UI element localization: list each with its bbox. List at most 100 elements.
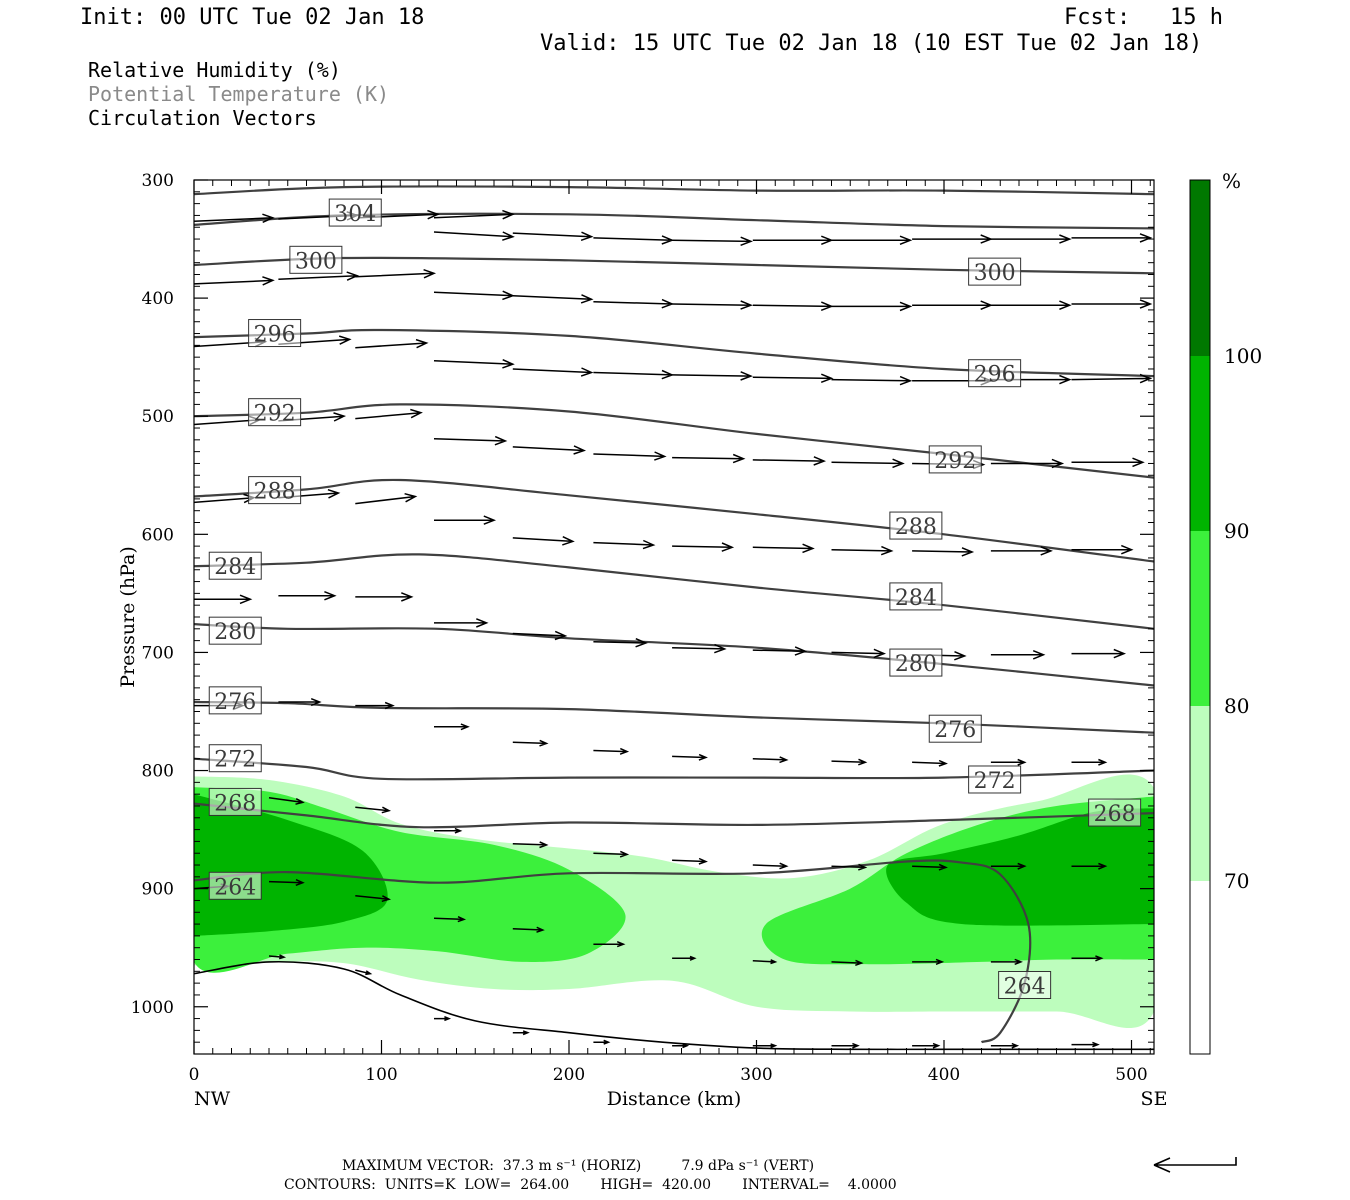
circulation-vector bbox=[831, 235, 913, 245]
circulation-vector bbox=[433, 916, 467, 923]
colorbar-seg-90 bbox=[1190, 356, 1210, 531]
circulation-vector bbox=[672, 236, 753, 247]
theta-label-box bbox=[208, 616, 262, 645]
theta-label-304: 304 bbox=[328, 198, 382, 227]
colorbar-seg-80 bbox=[1190, 531, 1210, 706]
circulation-vector bbox=[912, 234, 993, 244]
circulation-vector bbox=[1071, 373, 1153, 384]
y-tick-label: 800 bbox=[142, 762, 174, 782]
theta-label-text: 288 bbox=[895, 515, 937, 540]
circulation-vector bbox=[672, 857, 708, 865]
theta-label-text: 300 bbox=[974, 261, 1016, 286]
theta-label-box bbox=[328, 198, 382, 227]
y-axis-label: Pressure (hPa) bbox=[117, 546, 139, 688]
legend-theta: Potential Temperature (K) bbox=[88, 82, 390, 106]
theta-label-box bbox=[208, 551, 262, 580]
circulation-vector bbox=[434, 723, 470, 731]
circulation-vector bbox=[672, 453, 746, 464]
circulation-vector bbox=[990, 650, 1046, 660]
valid-time: Valid: 15 UTC Tue 02 Jan 18 (10 EST Tue … bbox=[540, 31, 1203, 56]
circulation-vector bbox=[990, 234, 1072, 244]
circulation-vector bbox=[355, 268, 437, 279]
theta-label-box bbox=[928, 445, 982, 474]
circulation-vector bbox=[434, 515, 497, 525]
theta-label-box bbox=[208, 787, 262, 816]
circulation-vector bbox=[831, 375, 913, 386]
theta-label-box bbox=[968, 765, 1022, 794]
rh-fill-90-3 bbox=[194, 794, 388, 936]
terrain-line bbox=[194, 960, 1154, 1051]
circulation-vector bbox=[194, 276, 275, 286]
circulation-vector bbox=[593, 235, 675, 245]
theta-label-text: 276 bbox=[214, 690, 256, 715]
circulation-vector bbox=[512, 294, 594, 304]
max-vector-text: MAXIMUM VECTOR: 37.3 m s⁻¹ (HORIZ) 7.9 d… bbox=[342, 1158, 815, 1174]
theta-label-288: 288 bbox=[889, 511, 943, 540]
circulation-vector bbox=[990, 958, 1023, 965]
circulation-vector bbox=[752, 543, 815, 554]
circulation-vector bbox=[433, 209, 515, 220]
colorbar-seg-70 bbox=[1190, 706, 1210, 881]
theta-label-text: 280 bbox=[895, 652, 937, 677]
theta-label-text: 272 bbox=[214, 748, 256, 773]
circulation-vector bbox=[355, 408, 423, 420]
circulation-vector bbox=[512, 1030, 530, 1036]
circulation-vector bbox=[268, 954, 287, 960]
circulation-vector bbox=[912, 1042, 941, 1049]
colorbar-unit: % bbox=[1222, 169, 1241, 193]
circulation-vector bbox=[831, 959, 864, 967]
theta-label-text: 264 bbox=[214, 875, 256, 900]
circulation-vector bbox=[355, 701, 395, 710]
circulation-vector bbox=[752, 235, 834, 245]
circulation-vector bbox=[593, 747, 630, 755]
colorbar-label-90: 90 bbox=[1224, 519, 1249, 543]
theta-label-292: 292 bbox=[928, 445, 982, 474]
circulation-vector bbox=[752, 373, 834, 384]
circulation-vector bbox=[355, 894, 392, 903]
circulation-vector bbox=[512, 739, 549, 747]
circulation-vector bbox=[593, 638, 648, 648]
circulation-vector bbox=[593, 1039, 611, 1045]
circulation-vector bbox=[752, 646, 808, 656]
theta-contour-308 bbox=[194, 185, 1154, 196]
circulation-vector bbox=[831, 648, 887, 659]
theta-label-text: 296 bbox=[254, 323, 296, 348]
x-tick-label: 400 bbox=[928, 1065, 960, 1085]
y-tick-label: 300 bbox=[142, 171, 174, 191]
init-time: Init: 00 UTC Tue 02 Jan 18 bbox=[80, 5, 425, 30]
circulation-vector bbox=[752, 301, 834, 312]
circulation-vector bbox=[278, 698, 322, 707]
reference-vector bbox=[1153, 1157, 1237, 1173]
circulation-vector bbox=[990, 862, 1027, 870]
circulation-vector bbox=[912, 300, 993, 310]
x-tick-label: 100 bbox=[365, 1065, 397, 1085]
theta-label-272: 272 bbox=[208, 744, 262, 773]
theta-label-text: 264 bbox=[1004, 974, 1046, 999]
theta-label-264: 264 bbox=[208, 871, 262, 900]
circulation-vector bbox=[1071, 648, 1127, 659]
circulation-vector bbox=[355, 806, 392, 814]
theta-contour-296 bbox=[194, 328, 1154, 378]
circulation-vector bbox=[512, 231, 594, 242]
circulation-vector bbox=[512, 926, 545, 933]
theta-contour-272 bbox=[194, 757, 1154, 781]
x-tick-label: 0 bbox=[189, 1065, 200, 1085]
y-tick-label: 400 bbox=[142, 289, 174, 309]
contours-info-text: CONTOURS: UNITS=K LOW= 264.00 HIGH= 420.… bbox=[284, 1177, 897, 1193]
cross-section-chart: 304 300 300 296 296 292 292 288 288 284 284 280 280 2… bbox=[117, 169, 1262, 1110]
theta-label-text: 272 bbox=[974, 769, 1016, 794]
theta-label-box bbox=[998, 970, 1052, 999]
circulation-vector bbox=[278, 271, 360, 281]
x-axis-end-right: SE bbox=[1141, 1088, 1168, 1110]
theta-contour-276 bbox=[194, 700, 1154, 734]
x-tick-label: 300 bbox=[740, 1065, 772, 1085]
circulation-vector bbox=[1071, 233, 1153, 243]
reference-vector-arrow bbox=[1153, 1157, 1237, 1173]
theta-label-276: 276 bbox=[928, 714, 982, 743]
theta-label-box bbox=[968, 359, 1022, 388]
circulation-vector bbox=[912, 547, 975, 557]
circulation-vector bbox=[268, 879, 305, 887]
circulation-vector bbox=[355, 338, 429, 349]
circulation-vector bbox=[990, 758, 1027, 766]
theta-label-296: 296 bbox=[968, 359, 1022, 388]
